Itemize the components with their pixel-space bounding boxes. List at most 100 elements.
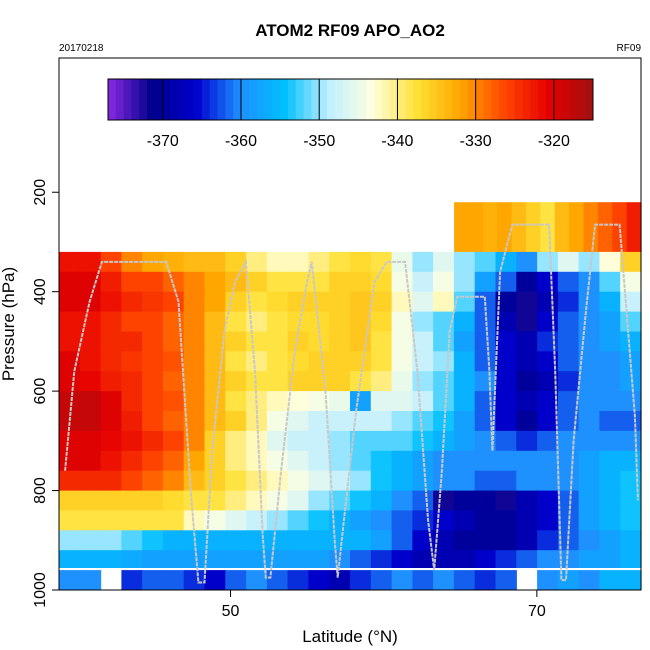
- heatmap-cell: [620, 470, 642, 491]
- heatmap-cell: [412, 271, 434, 293]
- heatmap-cell: [453, 291, 476, 312]
- heatmap-cell: [308, 510, 330, 531]
- heatmap-cell: [183, 411, 206, 432]
- heatmap-cell: [100, 510, 122, 531]
- heatmap-cell: [412, 510, 434, 531]
- heatmap-cell: [142, 371, 164, 392]
- heatmap-cell: [557, 291, 580, 312]
- heatmap-cell: [412, 251, 434, 273]
- heatmap-cell: [121, 510, 143, 531]
- colorbar-swatch: [373, 79, 383, 120]
- heatmap-cell: [578, 450, 600, 472]
- heatmap-cell: [266, 470, 289, 491]
- heatmap-cell: [370, 291, 393, 312]
- heatmap-cell: [620, 430, 642, 452]
- heatmap-cell: [412, 411, 434, 432]
- heatmap-cell: [266, 391, 289, 412]
- heatmap-cell: [516, 331, 538, 352]
- heatmap-cell: [246, 450, 268, 472]
- heatmap-cell: [433, 331, 455, 352]
- heatmap-cell: [142, 351, 164, 372]
- colorbar-swatch: [452, 79, 461, 120]
- heatmap-cell: [370, 510, 393, 531]
- heatmap-cell: [79, 490, 102, 511]
- heatmap-cell: [79, 430, 102, 452]
- heatmap-cell: [599, 331, 621, 352]
- heatmap-cell: [100, 490, 122, 511]
- heatmap-cell: [537, 510, 559, 531]
- heatmap-cell: [391, 470, 413, 491]
- heatmap-cell: [329, 351, 351, 372]
- heatmap-cell: [266, 530, 289, 551]
- heatmap-cell: [557, 570, 580, 591]
- heatmap-cell: [225, 570, 247, 591]
- heatmap-cell: [620, 550, 642, 568]
- heatmap-cell: [516, 550, 538, 568]
- heatmap-cell: [391, 490, 413, 511]
- heatmap-cell: [79, 470, 102, 491]
- colorbar-tick-label: -370: [147, 133, 179, 150]
- heatmap-cell: [308, 391, 330, 412]
- heatmap-cell: [162, 411, 185, 432]
- heatmap-cell: [557, 351, 580, 372]
- heatmap-cell: [287, 510, 309, 531]
- heatmap-cell: [246, 570, 268, 591]
- heatmap-cell: [433, 391, 455, 412]
- heatmap-cell: [121, 450, 143, 472]
- heatmap-cell: [599, 311, 621, 332]
- heatmap-cell: [391, 311, 413, 332]
- heatmap-cell: [308, 291, 330, 312]
- heatmap-cell: [79, 351, 102, 372]
- heatmap-cell: [246, 291, 268, 312]
- heatmap-cell: [100, 371, 122, 392]
- heatmap-cell: [183, 311, 206, 332]
- heatmap-cell: [495, 291, 517, 312]
- heatmap-cell: [516, 430, 538, 452]
- heatmap-cell: [100, 470, 122, 491]
- colorbar-swatch: [170, 79, 179, 120]
- heatmap-cell: [599, 470, 621, 491]
- heatmap-cell: [121, 430, 143, 452]
- heatmap-cell: [557, 391, 580, 412]
- colorbar-swatch: [342, 79, 351, 120]
- heatmap-cell: [557, 430, 580, 452]
- heatmap-cell: [391, 291, 413, 312]
- heatmap-cell: [225, 510, 247, 531]
- heatmap-cell: [142, 450, 164, 472]
- heatmap-cell: [537, 490, 559, 511]
- y-tick-label: 200: [32, 179, 49, 206]
- heatmap-cell: [495, 490, 517, 511]
- heatmap-cell: [287, 450, 309, 472]
- heatmap-cell: [537, 570, 559, 591]
- colorbar-swatch: [147, 79, 156, 120]
- heatmap-cell: [516, 470, 538, 491]
- heatmap-cell: [308, 550, 330, 568]
- heatmap-cell: [142, 311, 164, 332]
- heatmap-cell: [59, 311, 81, 332]
- heatmap-cell: [495, 530, 517, 551]
- heatmap-cell: [308, 490, 330, 511]
- heatmap-cell: [370, 271, 393, 293]
- heatmap-cell: [350, 490, 372, 511]
- flight-track-line: [64, 223, 639, 584]
- colorbar-swatch: [483, 79, 492, 120]
- heatmap-cell: [453, 490, 476, 511]
- y-axis-ticks: 200 400 600 800 1000: [32, 179, 59, 608]
- heatmap-cell: [308, 530, 330, 551]
- colorbar-tick-label: -320: [538, 133, 570, 150]
- colorbar-swatch: [295, 79, 305, 120]
- flight-label: RF09: [617, 43, 642, 54]
- heatmap-cell: [474, 430, 497, 452]
- heatmap-cell: [246, 490, 268, 511]
- colorbar-swatch: [217, 79, 226, 120]
- heatmap-cell: [183, 331, 206, 352]
- heatmap-cell: [79, 371, 102, 392]
- heatmap-cell: [266, 411, 289, 432]
- heatmap-cell: [599, 271, 621, 293]
- heatmap-cell: [557, 550, 580, 568]
- heatmap-cell: [350, 271, 372, 293]
- heatmap-cell: [578, 530, 600, 551]
- heatmap-cell: [162, 371, 185, 392]
- heatmap-cell: [162, 430, 185, 452]
- heatmap-cell: [474, 510, 497, 531]
